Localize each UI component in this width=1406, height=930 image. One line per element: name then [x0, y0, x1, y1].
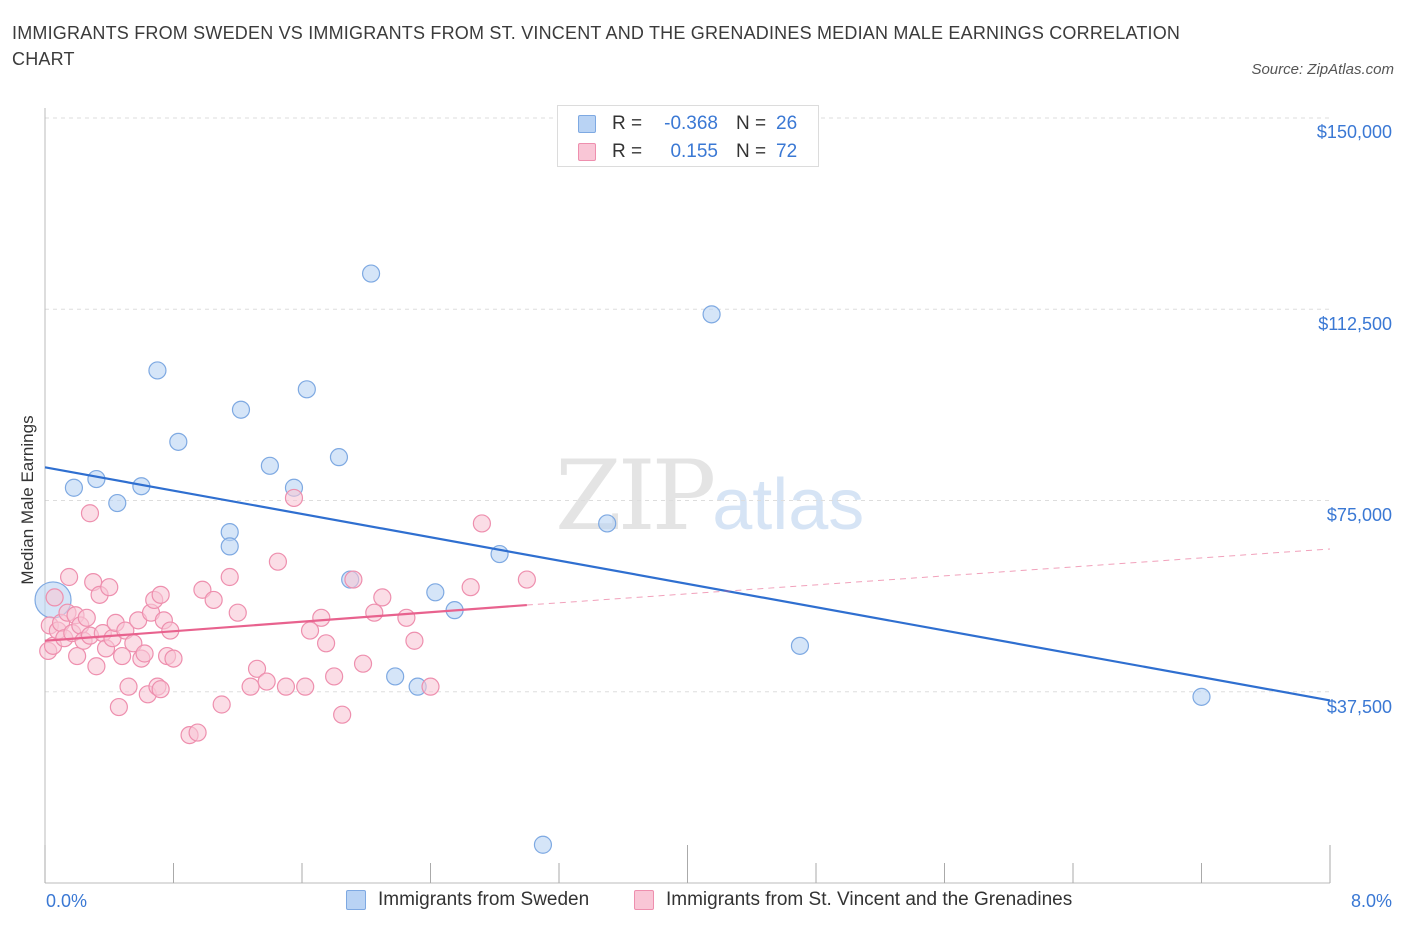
x-tick-label-max: 8.0% — [1350, 891, 1392, 911]
point-st-vincent-41 — [164, 649, 183, 668]
x-tick-label-min: 0.0% — [46, 891, 88, 911]
point-sweden-15 — [361, 264, 381, 283]
point-st-vincent-45 — [193, 580, 212, 599]
point-sweden-16 — [386, 667, 405, 686]
point-st-vincent-48 — [220, 567, 239, 587]
point-st-vincent-55 — [284, 488, 304, 508]
series-legend: Immigrants from Sweden Immigrants from S… — [0, 889, 1406, 917]
point-sweden-7 — [231, 400, 251, 419]
point-st-vincent-46 — [204, 590, 223, 610]
point-sweden-5 — [148, 361, 167, 380]
point-st-vincent-44 — [188, 723, 207, 742]
point-st-vincent-53 — [268, 552, 288, 571]
point-st-vincent-14 — [77, 608, 96, 627]
series-legend-item-sweden: Immigrants from Sweden — [346, 889, 589, 911]
point-st-vincent-25 — [109, 697, 128, 717]
point-sweden-23 — [702, 305, 721, 324]
y-tick-label-37500: $37,500 — [1326, 697, 1392, 717]
legend-row-sweden: R = -0.368 N = 26 — [578, 112, 797, 136]
y-tick-label-112500: $112,500 — [1318, 314, 1392, 334]
point-st-vincent-8 — [59, 567, 79, 587]
point-st-vincent-52 — [257, 672, 276, 691]
series-legend-label-sweden: Immigrants from Sweden — [378, 889, 590, 910]
point-st-vincent-69 — [461, 578, 480, 597]
point-st-vincent-50 — [241, 677, 260, 696]
point-st-vincent-66 — [397, 608, 416, 627]
point-st-vincent-58 — [312, 608, 331, 627]
point-sweden-2 — [87, 469, 106, 489]
point-st-vincent-60 — [325, 667, 344, 686]
series-legend-item-st-vincent: Immigrants from St. Vincent and the Gren… — [634, 889, 1072, 911]
point-st-vincent-37 — [151, 585, 170, 604]
legend-r-label: R = — [612, 113, 643, 134]
series-swatch-st-vincent — [634, 890, 654, 910]
point-sweden-9 — [220, 537, 239, 556]
trend-extension-st-vincent — [526, 548, 1331, 606]
watermark-atlas: atlas — [712, 465, 865, 545]
legend-r-value: -0.368 — [664, 113, 718, 134]
point-st-vincent-63 — [353, 654, 373, 673]
point-st-vincent-47 — [212, 695, 231, 714]
legend-swatch-st-vincent — [578, 143, 596, 161]
legend-n-value: 26 — [776, 113, 798, 134]
source-label: Source: ZipAtlas.com — [1251, 61, 1394, 78]
point-st-vincent-49 — [228, 603, 247, 622]
point-sweden-12 — [297, 380, 316, 399]
chart-title: IMMIGRANTS FROM SWEDEN VS IMMIGRANTS FRO… — [12, 23, 1181, 69]
point-st-vincent-3 — [45, 588, 64, 607]
legend-row-st-vincent: R = 0.155 N = 72 — [578, 140, 797, 164]
point-st-vincent-51 — [247, 659, 267, 678]
legend-n-value: 72 — [776, 141, 798, 162]
point-st-vincent-70 — [472, 514, 491, 533]
point-st-vincent-68 — [421, 677, 440, 696]
point-st-vincent-67 — [405, 631, 424, 650]
point-sweden-21 — [533, 835, 553, 854]
point-st-vincent-26 — [112, 646, 132, 666]
point-sweden-18 — [426, 583, 445, 602]
point-st-vincent-62 — [344, 570, 363, 589]
point-st-vincent-17 — [87, 657, 106, 676]
series-legend-label-st-vincent: Immigrants from St. Vincent and the Gren… — [666, 889, 1073, 910]
legend-r-value: 0.155 — [670, 141, 718, 162]
point-st-vincent-32 — [135, 644, 154, 663]
point-st-vincent-42 — [151, 680, 170, 699]
point-sweden-25 — [1192, 687, 1211, 706]
point-sweden-6 — [169, 432, 188, 451]
point-st-vincent-64 — [365, 603, 384, 622]
point-sweden-3 — [108, 493, 127, 513]
point-st-vincent-65 — [373, 588, 392, 607]
legend-n-label: N = — [736, 113, 767, 134]
point-st-vincent-22 — [100, 578, 119, 597]
y-tick-label-150000: $150,000 — [1316, 122, 1392, 142]
point-sweden-22 — [598, 514, 617, 533]
point-st-vincent-61 — [333, 705, 352, 724]
point-st-vincent-59 — [316, 634, 336, 653]
trend-line-sweden — [44, 466, 1331, 702]
watermark-zip: ZIP — [555, 440, 716, 552]
point-sweden-10 — [260, 456, 279, 475]
series-swatch-sweden — [346, 890, 366, 910]
point-sweden-13 — [329, 448, 349, 467]
point-st-vincent-28 — [119, 677, 138, 696]
y-tick-label-75000: $75,000 — [1326, 505, 1392, 525]
point-st-vincent-56 — [296, 677, 315, 696]
correlation-legend: R = -0.368 N = 26 R = 0.155 N = 72 — [557, 105, 819, 167]
point-sweden-1 — [64, 478, 84, 497]
legend-r-label: R = — [612, 141, 643, 162]
legend-swatch-sweden — [578, 115, 596, 133]
point-st-vincent-54 — [276, 677, 296, 696]
legend-n-label: N = — [736, 141, 767, 162]
watermark: ZIPatlas — [555, 440, 864, 552]
trend-line-st-vincent — [44, 603, 527, 642]
point-sweden-24 — [790, 636, 810, 655]
point-st-vincent-20 — [80, 504, 100, 523]
point-st-vincent-11 — [68, 646, 87, 666]
point-st-vincent-71 — [517, 570, 536, 589]
